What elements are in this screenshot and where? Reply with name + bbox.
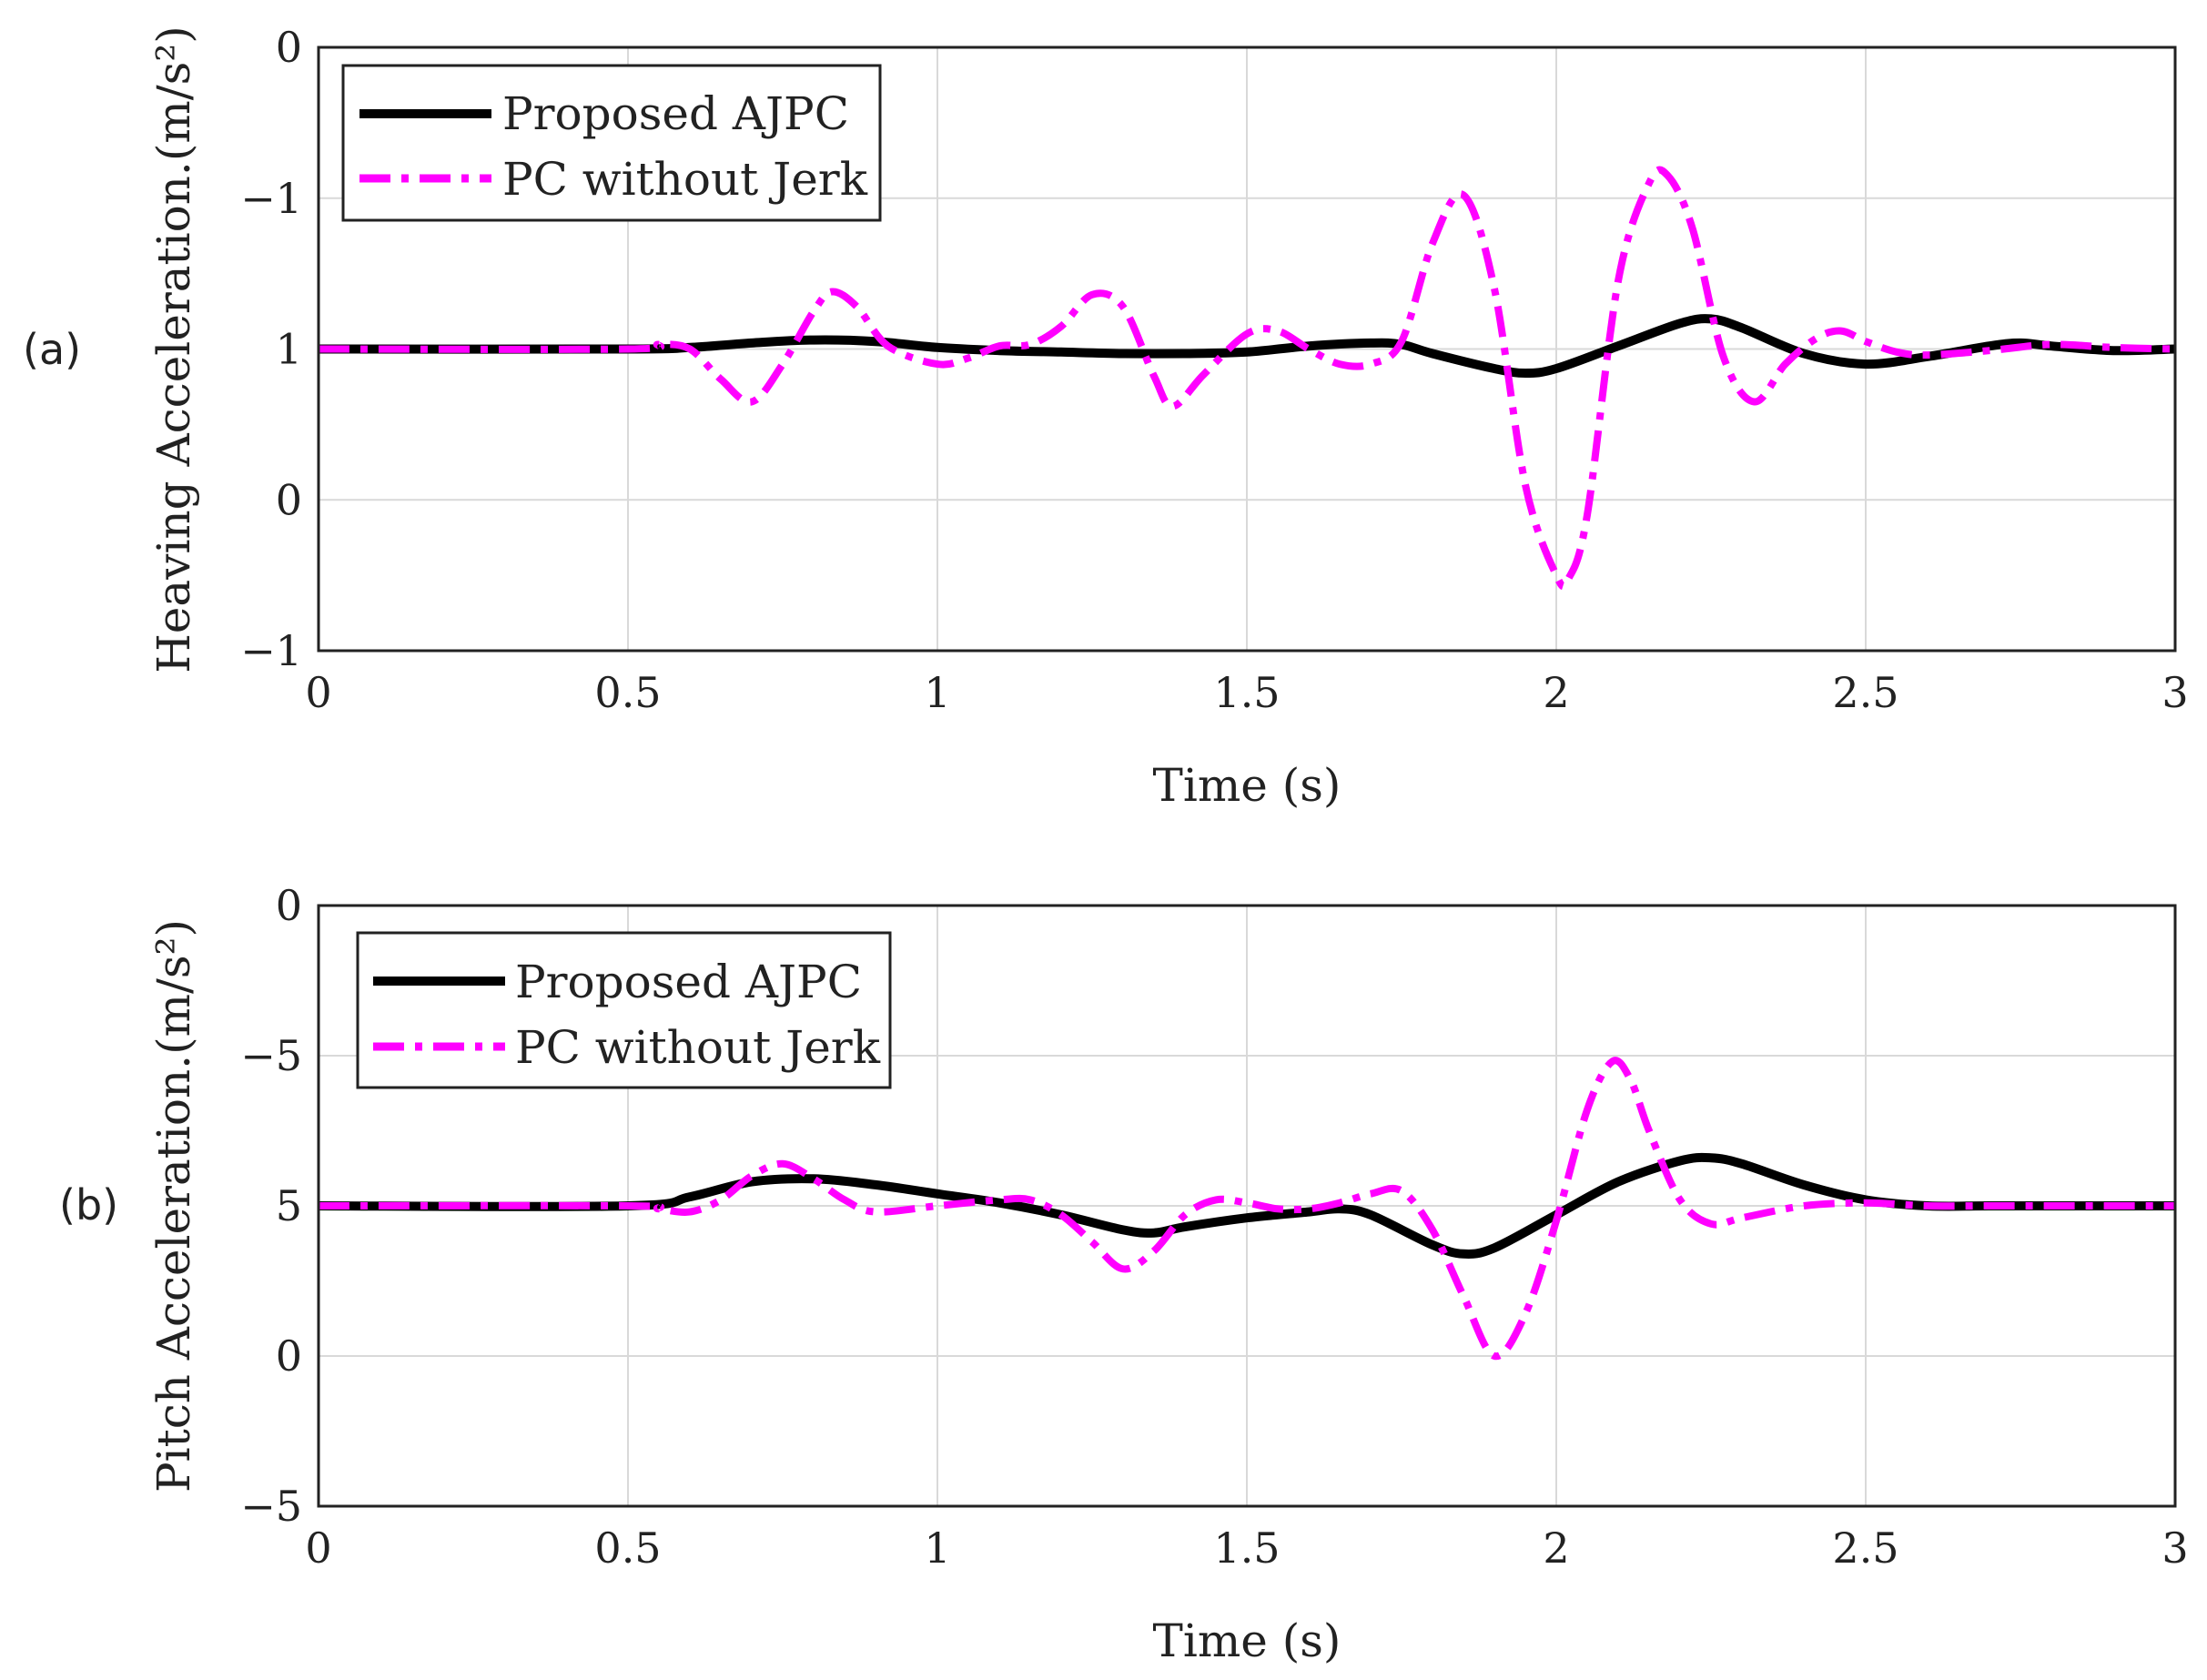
x-tick-label: 0 — [305, 668, 331, 717]
x-tick-label: 0 — [305, 1523, 331, 1573]
y-tick-label: −5 — [240, 1482, 302, 1531]
legend-box-a — [341, 64, 882, 222]
y-tick-label: −5 — [240, 1031, 302, 1080]
series-a — [318, 166, 2176, 591]
x-tick-label: 3 — [2161, 1523, 2188, 1573]
series-b — [318, 1057, 2175, 1361]
x-tick-label: 2.5 — [1832, 1523, 1898, 1573]
y-tick-label: −1 — [240, 626, 302, 675]
panel-b: (b) 0 0.5 1 1.5 2 2.5 3 0−550−5 Time (s) Pitch… — [59, 881, 2189, 1667]
legend-label-b-pc-without-jerk: PC without Jerk — [515, 1021, 881, 1074]
axes-frame-b — [317, 904, 2177, 1508]
y-tick-label: 1 — [276, 325, 302, 374]
legend-box-b — [356, 931, 892, 1089]
panel-a: (a) 0 0.5 1 1.5 2 2.5 3 0−110−1 Time (s) Heavi… — [23, 23, 2189, 812]
x-tick-label: 1.5 — [1213, 1523, 1280, 1573]
y-tick-labels-b: 0 −5 5 0 −5 — [240, 881, 302, 1531]
panel-label-b: (b) — [59, 1180, 118, 1230]
panel-label-a: (a) — [23, 325, 81, 374]
series-line-pc-without-jerk — [318, 166, 2176, 591]
x-tick-label: 2 — [1543, 1523, 1569, 1573]
x-tick-label: 1 — [924, 668, 950, 717]
x-tick-label: 2 — [1543, 668, 1569, 717]
y-tick-label: 5 — [276, 1181, 302, 1230]
x-tick-label: 1.5 — [1213, 668, 1280, 717]
y-tick-label: 0 — [276, 881, 302, 930]
y-axis-label-b: Pitch Acceleration.(m/s²) — [147, 919, 200, 1493]
x-axis-label-b: Time (s) — [1153, 1614, 1341, 1667]
legend-label-b-proposed-ajpc: Proposed AJPC — [515, 956, 862, 1008]
legend-a: Proposed AJPC PC without Jerk — [341, 64, 882, 222]
x-axis-label-a: Time (s) — [1153, 759, 1341, 812]
y-tick-label: 0 — [276, 23, 302, 72]
axes-frame-a — [317, 46, 2177, 653]
x-tick-label: 0.5 — [594, 668, 661, 717]
y-tick-label: −1 — [240, 174, 302, 223]
legend-b: Proposed AJPC PC without Jerk — [356, 931, 892, 1089]
y-tick-labels-a: 0 −1 1 0 −1 — [240, 23, 302, 675]
y-axis-label-a: Heaving Acceleration.(m/s²) — [147, 25, 200, 673]
x-tick-label: 3 — [2161, 668, 2188, 717]
x-tick-labels-b: 0 0.5 1 1.5 2 2.5 3 — [305, 1523, 2188, 1573]
x-tick-label: 2.5 — [1832, 668, 1898, 717]
series-line-proposed-ajpc — [318, 314, 2176, 378]
x-tick-label: 0.5 — [594, 1523, 661, 1573]
y-tick-label: 0 — [276, 475, 302, 524]
x-tick-labels-a: 0 0.5 1 1.5 2 2.5 3 — [305, 668, 2188, 717]
legend-label-a-pc-without-jerk: PC without Jerk — [502, 153, 868, 206]
legend-label-a-proposed-ajpc: Proposed AJPC — [502, 87, 849, 140]
y-tick-label: 0 — [276, 1331, 302, 1381]
x-tick-label: 1 — [924, 1523, 950, 1573]
series-line-pc-without-jerk — [318, 1057, 2175, 1361]
